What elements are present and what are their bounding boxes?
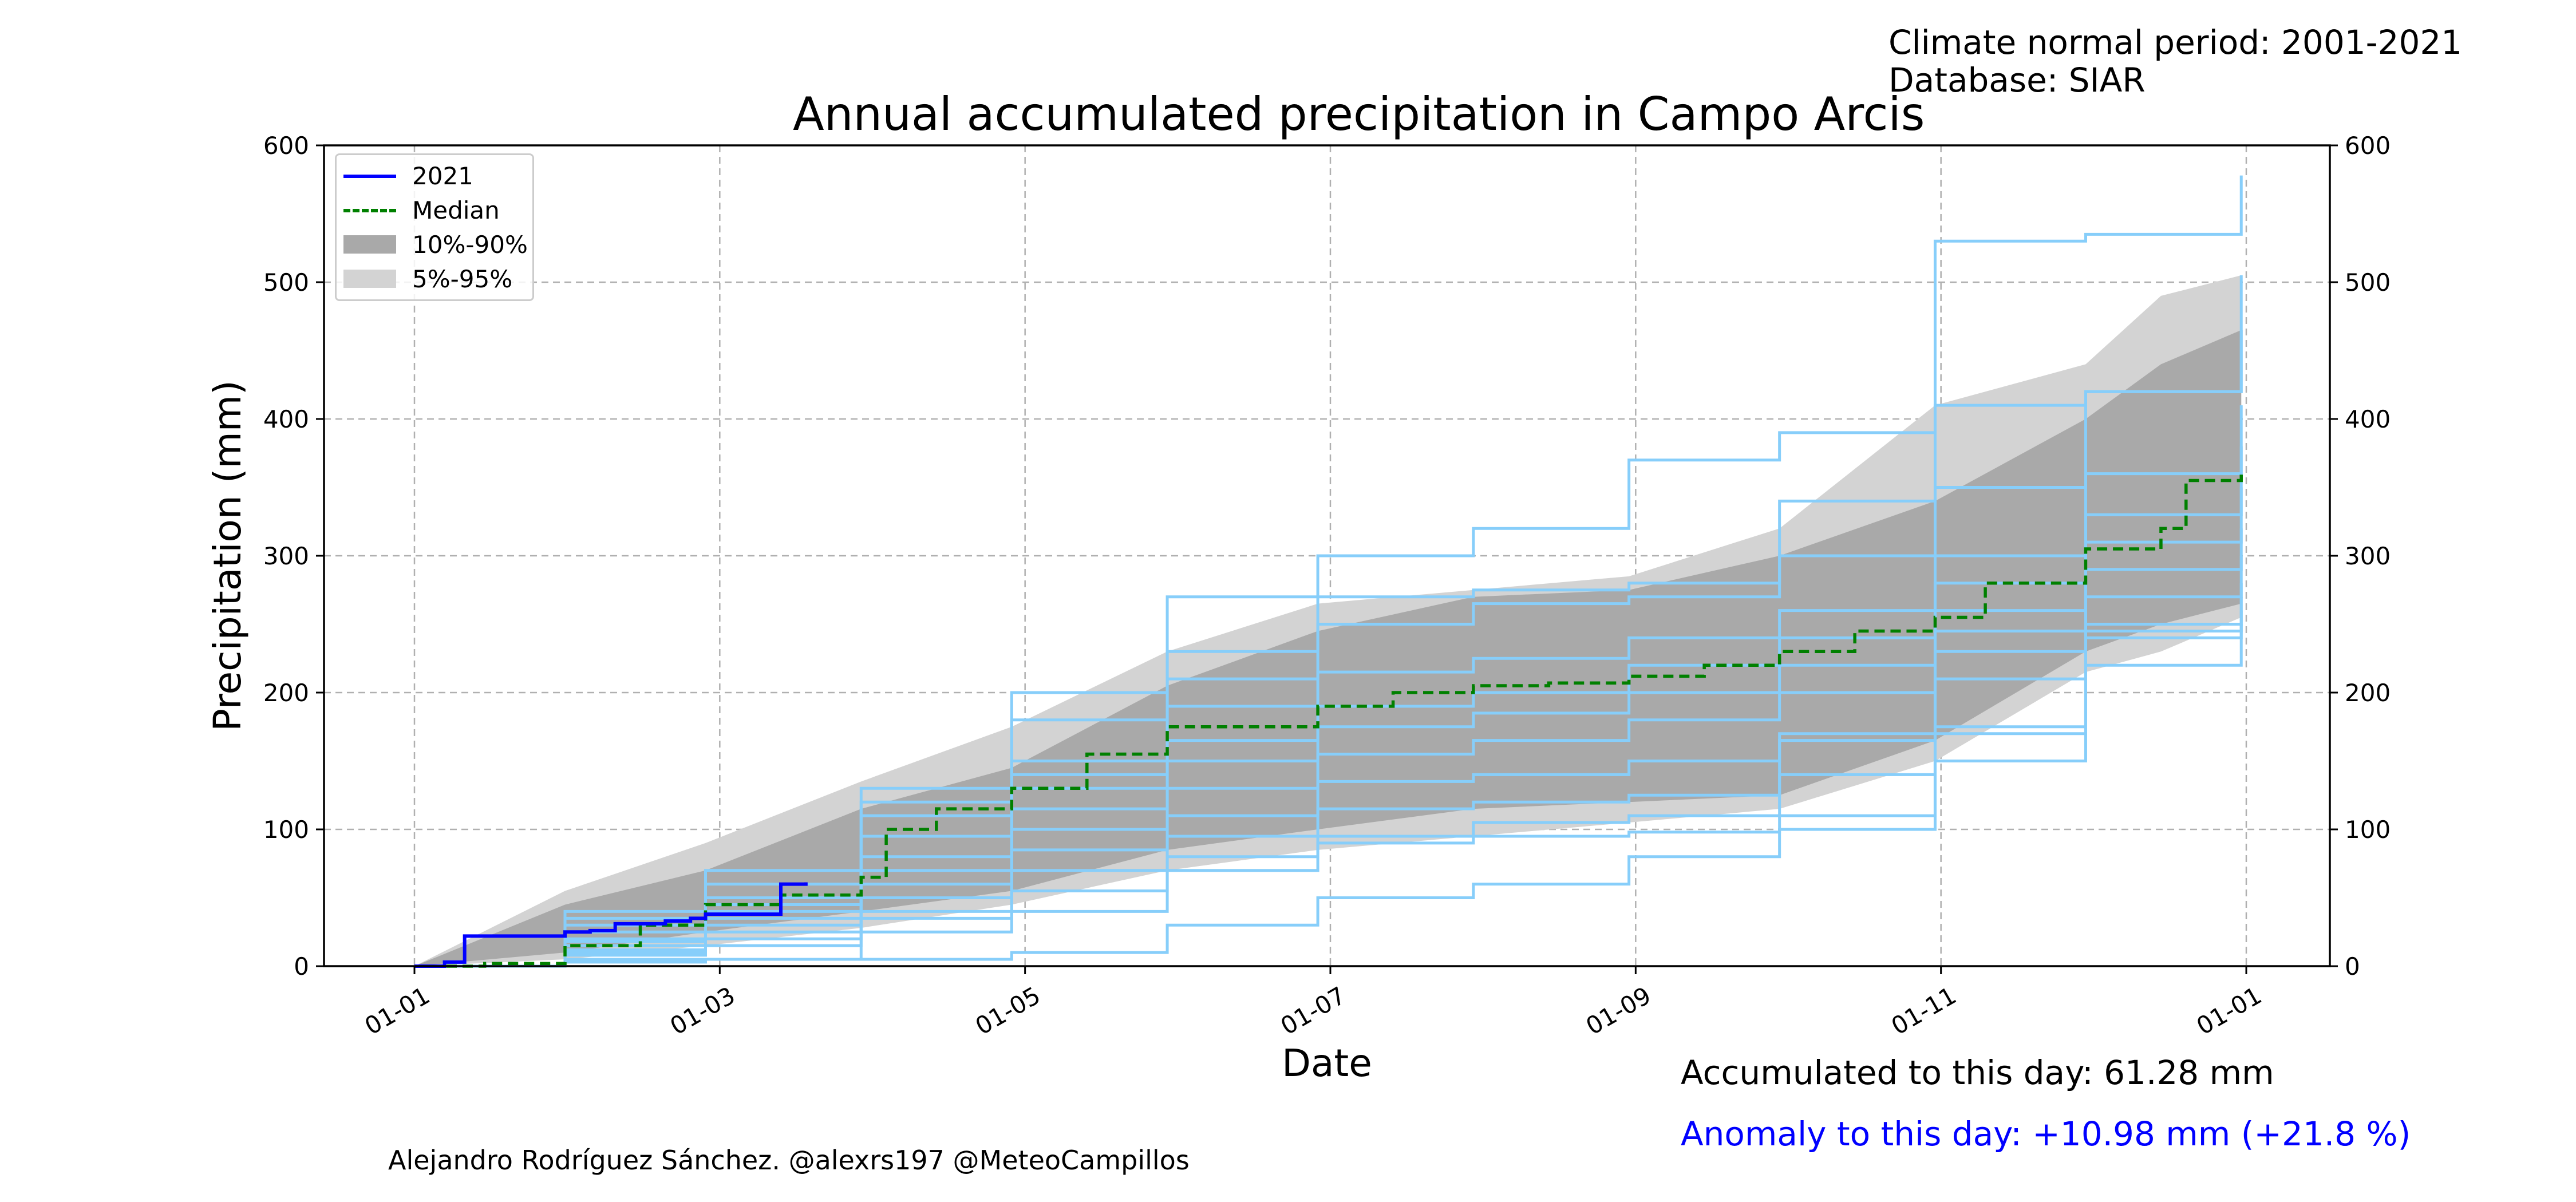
legend-item-5-95: 5%-95% xyxy=(343,262,512,296)
y-tick-label-left: 600 xyxy=(263,132,309,160)
accumulated-text: Accumulated to this day: 61.28 mm xyxy=(1681,1053,2274,1092)
legend-item-10-90: 10%-90% xyxy=(343,227,528,262)
band-5-95 xyxy=(414,275,2242,966)
y-axis-label: Precipitation (mm) xyxy=(206,380,250,732)
band-5-95-layer xyxy=(414,275,2242,966)
y-tick-label-left: 300 xyxy=(263,542,309,570)
past-year-line xyxy=(414,275,2243,968)
y-tick-label-right: 600 xyxy=(2345,132,2391,160)
x-tick-label: 01-07 xyxy=(1276,981,1350,1040)
x-tick-label: 01-03 xyxy=(665,981,740,1040)
y-tick-label-left: 400 xyxy=(263,405,309,433)
legend-swatch-10-90 xyxy=(343,235,396,254)
y-tick-label-left: 0 xyxy=(294,952,309,980)
y-tick-label-right: 500 xyxy=(2345,268,2391,296)
y-tick-label-right: 300 xyxy=(2345,542,2391,570)
legend-item-2021: 2021 xyxy=(343,159,473,193)
legend-swatch-5-95 xyxy=(343,270,396,288)
ticks-layer xyxy=(316,144,2338,974)
current-year-line xyxy=(414,882,808,968)
author-credit: Alejandro Rodríguez Sánchez. @alexrs197 … xyxy=(388,1145,1190,1176)
current-year-layer xyxy=(414,882,808,968)
anomaly-text: Anomaly to this day: +10.98 mm (+21.8 %) xyxy=(1681,1114,2411,1153)
x-tick-label: 01-09 xyxy=(1581,981,1656,1040)
legend-swatch-median xyxy=(343,209,396,212)
past-year-line xyxy=(414,330,2243,968)
y-tick-label-left: 100 xyxy=(263,816,309,844)
legend: 2021 Median 10%-90% 5%-95% xyxy=(335,153,534,301)
legend-label: 10%-90% xyxy=(412,230,528,259)
legend-item-median: Median xyxy=(343,193,500,227)
x-tick-label: 01-05 xyxy=(970,981,1045,1040)
legend-swatch-2021 xyxy=(343,175,396,178)
climate-period-note: Climate normal period: 2001-2021 xyxy=(1888,23,2463,62)
past-year-line xyxy=(414,528,2243,968)
x-tick-label: 01-01 xyxy=(360,981,434,1040)
y-tick-label-left: 200 xyxy=(263,679,309,707)
median-line xyxy=(414,470,2243,968)
past-year-line xyxy=(414,175,2243,968)
past-year-line xyxy=(414,556,2243,968)
y-tick-label-right: 200 xyxy=(2345,679,2391,707)
legend-label: Median xyxy=(412,196,500,224)
median-layer xyxy=(414,470,2243,968)
legend-label: 5%-95% xyxy=(412,264,513,293)
past-year-line xyxy=(414,583,2243,968)
y-tick-label-right: 100 xyxy=(2345,816,2391,844)
y-tick-label-left: 500 xyxy=(263,268,309,296)
x-tick-label: 01-01 xyxy=(2192,981,2266,1040)
y-tick-label-right: 400 xyxy=(2345,405,2391,433)
past-year-line xyxy=(414,610,2243,968)
y-tick-label-right: 0 xyxy=(2345,952,2360,980)
chart-title: Annual accumulated precipitation in Camp… xyxy=(793,88,1925,141)
past-year-line xyxy=(414,596,2243,968)
database-note: Database: SIAR xyxy=(1888,61,2146,100)
x-axis-label: Date xyxy=(1282,1041,1372,1085)
band-10-90 xyxy=(414,330,2242,966)
x-tick-label: 01-11 xyxy=(1886,981,1961,1040)
band-10-90-layer xyxy=(414,330,2242,966)
legend-label: 2021 xyxy=(412,161,473,190)
